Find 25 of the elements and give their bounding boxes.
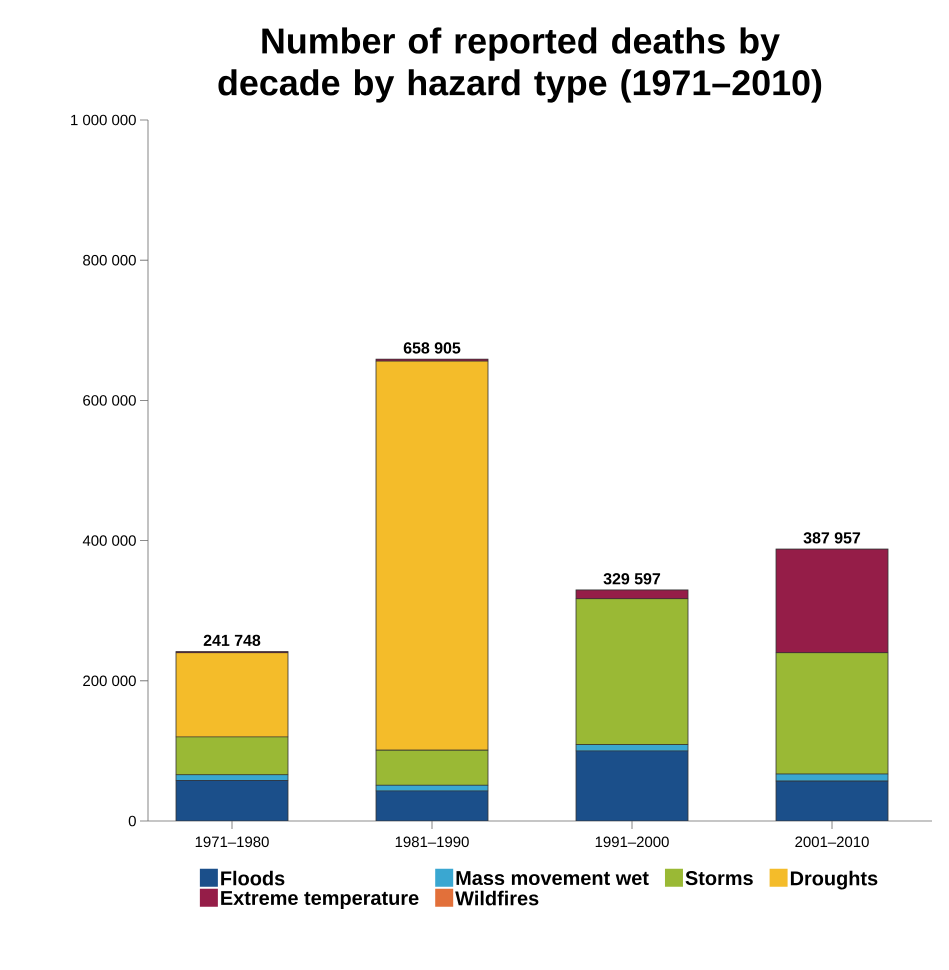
- legend-label: Floods: [221, 870, 284, 886]
- y-tick-label: 600 000: [83, 395, 136, 406]
- legend-label: Mass movement wet: [456, 871, 649, 886]
- legend-label: Wildfires: [455, 890, 538, 906]
- legend-label: Storms: [686, 871, 753, 886]
- x-tick-label: 1991–2000: [596, 836, 669, 848]
- bar: [176, 780, 288, 821]
- bar: [576, 750, 688, 821]
- bar: [776, 780, 888, 821]
- total-label: 387 957: [804, 532, 860, 544]
- total-label: 658 905: [404, 342, 460, 354]
- bar: [376, 790, 488, 821]
- y-tick-label: 200 000: [83, 676, 136, 686]
- x-tick-label: 1971–1980: [196, 836, 269, 848]
- legend-label: Droughts: [790, 870, 878, 890]
- y-tick-label: 400 000: [82, 535, 136, 546]
- y-tick-label: 0: [128, 816, 136, 826]
- total-label: 329 597: [604, 573, 660, 584]
- total-label: 241 748: [204, 634, 260, 646]
- y-tick-label: 1 000 000: [71, 114, 136, 126]
- x-tick-label: 1981–1990: [396, 836, 469, 848]
- chart-title: Number of reported deaths by decade by hazard type (1971–2010): [218, 27, 822, 103]
- legend-label: Extreme temperature: [221, 891, 418, 909]
- y-tick-label: 800 000: [83, 254, 136, 266]
- x-tick-label: 2001–2010: [795, 836, 869, 848]
